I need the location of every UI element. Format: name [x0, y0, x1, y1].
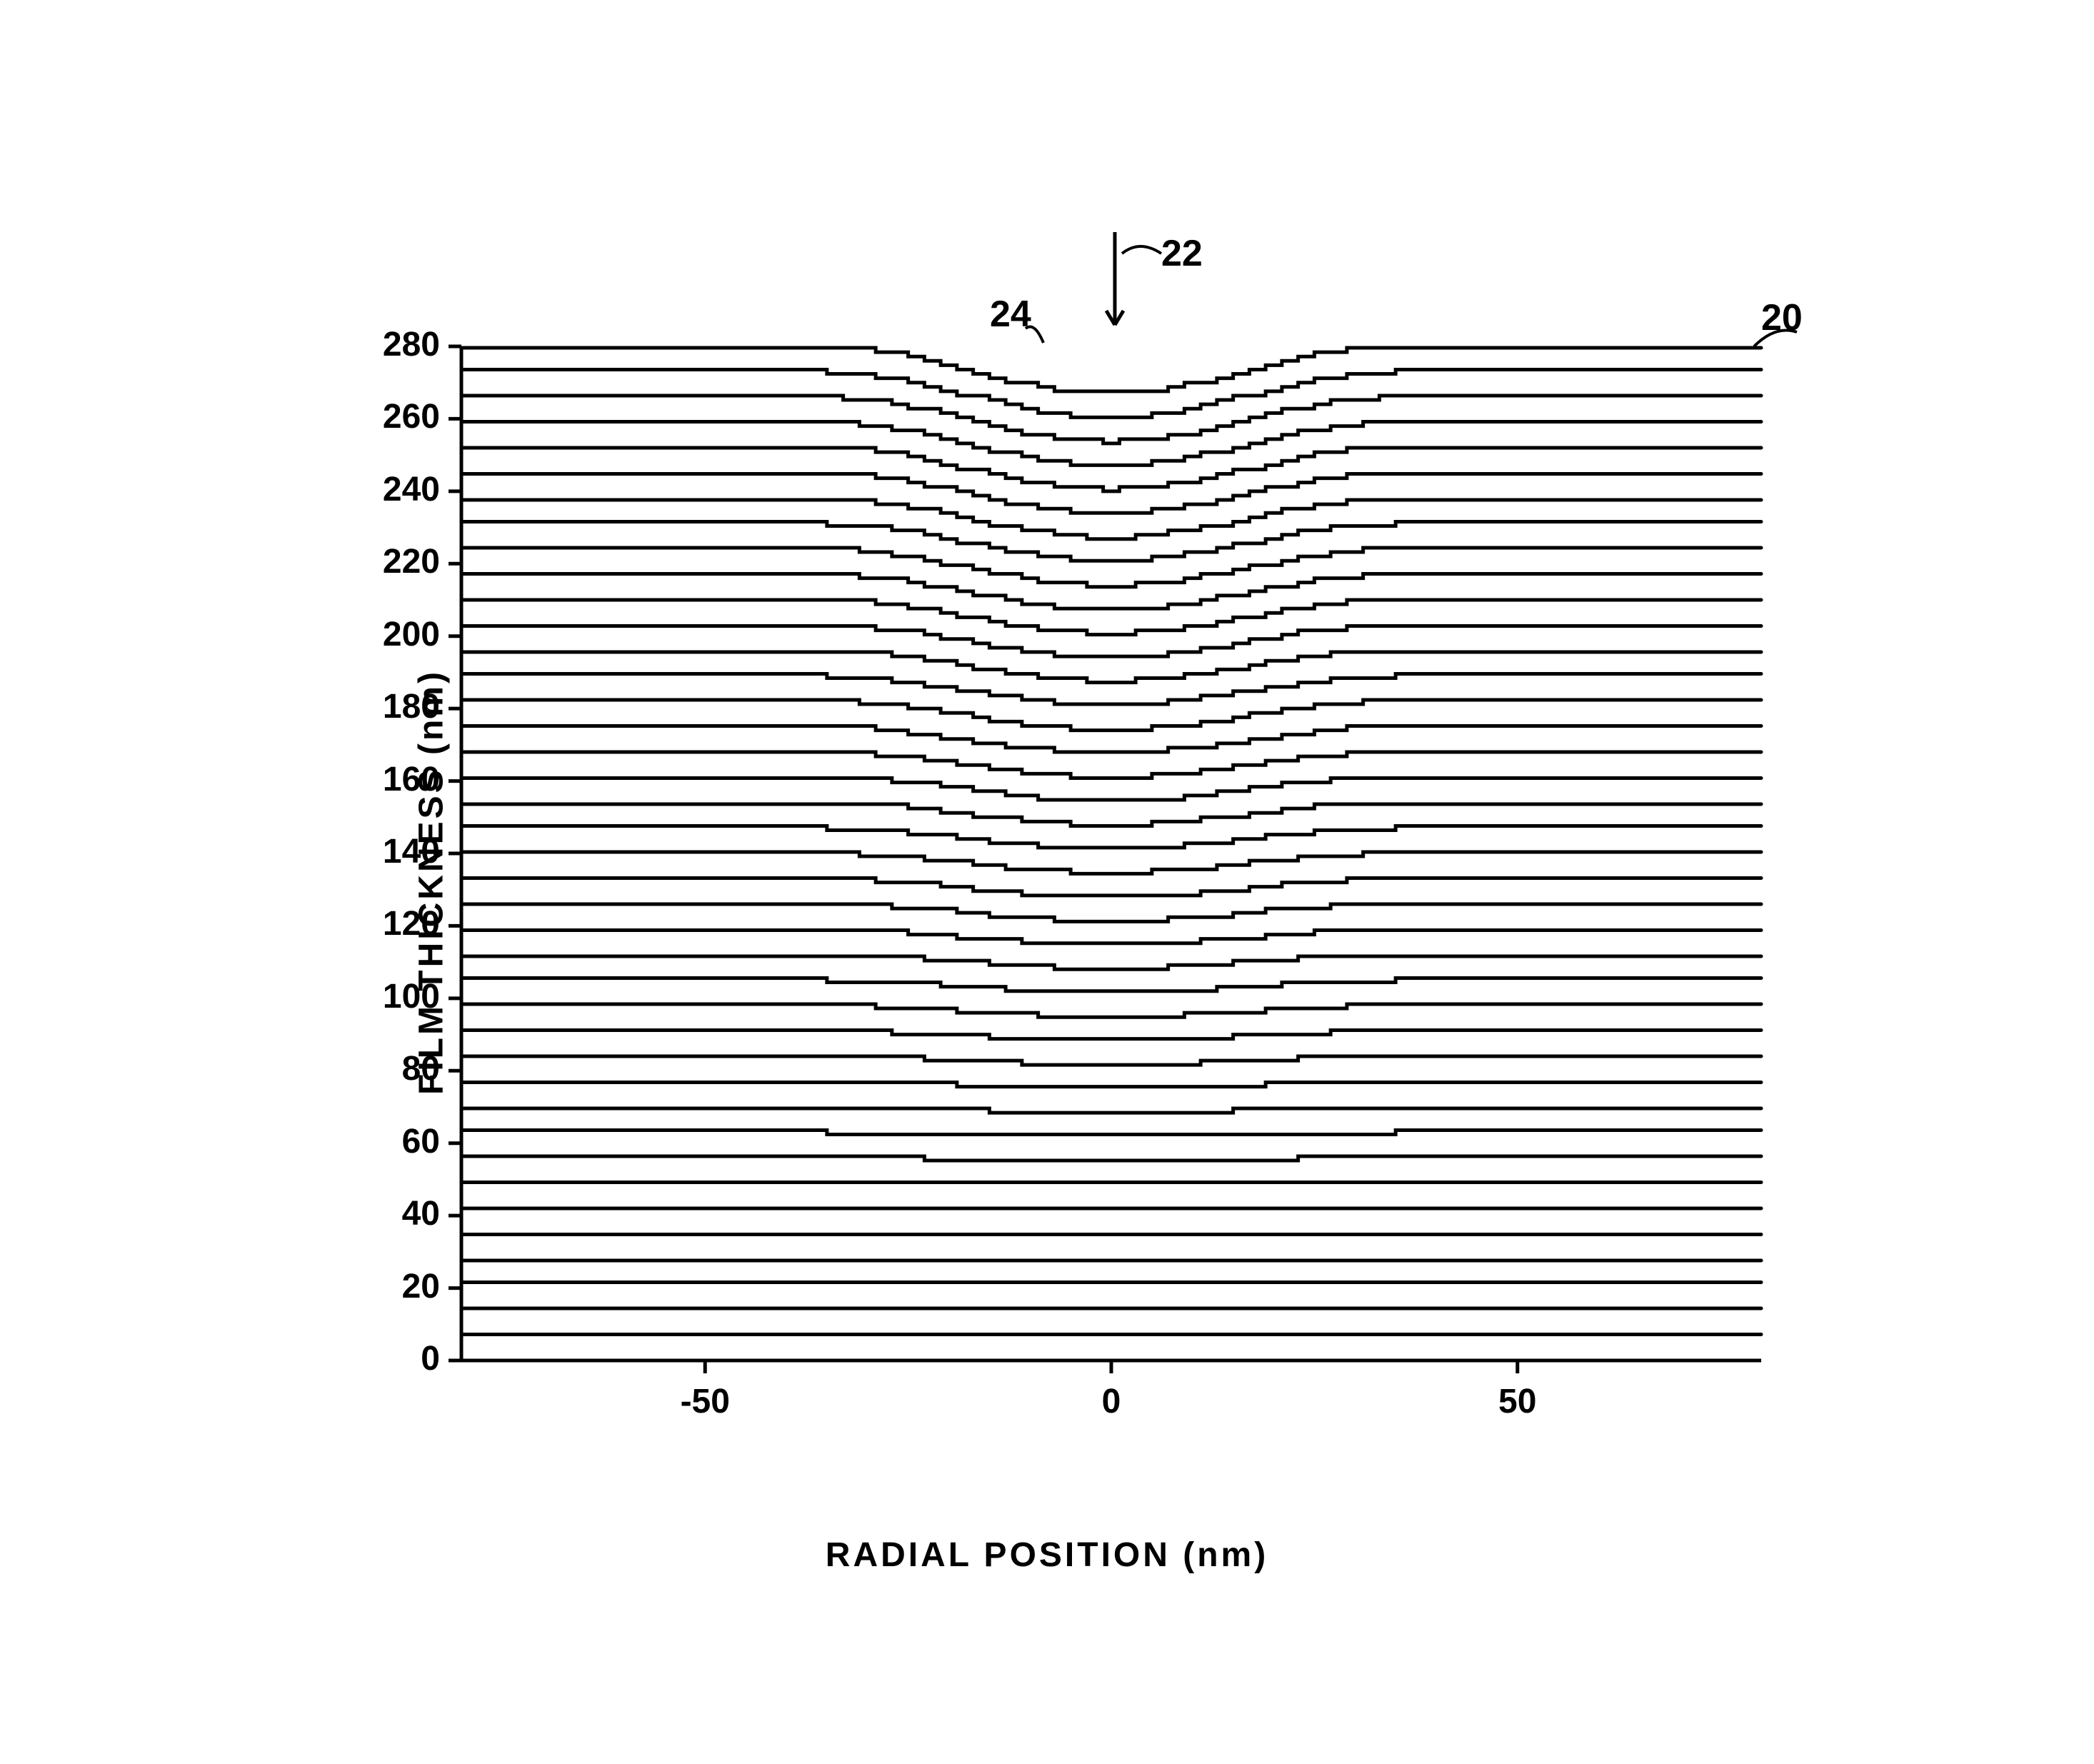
y-tick-label: 60: [354, 1122, 440, 1161]
x-tick-label: -50: [662, 1382, 748, 1421]
y-tick-label: 20: [354, 1267, 440, 1306]
y-tick-label: 80: [354, 1049, 440, 1088]
annotation-20: 20: [1761, 296, 1803, 339]
y-tick-label: 100: [354, 977, 440, 1016]
x-tick-label: 0: [1068, 1382, 1154, 1421]
y-tick-label: 0: [354, 1339, 440, 1378]
y-tick-label: 280: [354, 325, 440, 364]
annotation-24: 24: [990, 293, 1031, 336]
annotation-22: 22: [1161, 232, 1203, 275]
plot-svg: [261, 204, 1833, 1560]
y-axis-label: FILM THICKNESS (nm): [411, 669, 451, 1095]
y-tick-label: 200: [354, 615, 440, 654]
y-tick-label: 120: [354, 904, 440, 943]
y-tick-label: 140: [354, 832, 440, 871]
x-axis-label: RADIAL POSITION (nm): [826, 1535, 1268, 1575]
y-tick-label: 180: [354, 687, 440, 726]
y-tick-label: 260: [354, 397, 440, 436]
y-tick-label: 220: [354, 542, 440, 581]
x-tick-label: 50: [1475, 1382, 1561, 1421]
y-tick-label: 40: [354, 1194, 440, 1233]
chart-container: FILM THICKNESS (nm) RADIAL POSITION (nm)…: [261, 204, 1833, 1560]
y-tick-label: 240: [354, 470, 440, 509]
y-tick-label: 160: [354, 760, 440, 799]
